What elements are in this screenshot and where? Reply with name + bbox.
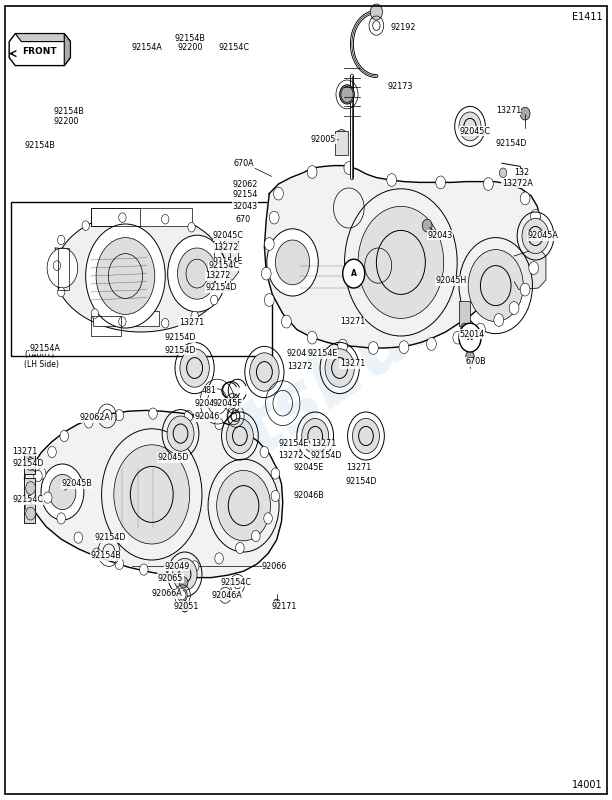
Text: 92154: 92154 [233,190,258,199]
Circle shape [344,162,354,174]
Text: 92045C: 92045C [459,126,490,136]
Circle shape [180,349,209,387]
FancyBboxPatch shape [93,311,159,326]
Text: FRONT: FRONT [23,46,57,56]
Circle shape [215,553,223,564]
Text: 92005: 92005 [311,134,336,144]
Polygon shape [9,34,70,66]
Circle shape [269,211,279,224]
Circle shape [115,410,124,421]
Circle shape [82,221,89,230]
Circle shape [140,564,148,575]
Circle shape [307,331,317,344]
Circle shape [353,418,379,454]
Text: 92046B: 92046B [294,491,324,501]
Circle shape [476,323,485,336]
Text: 92046A: 92046A [211,590,242,600]
FancyBboxPatch shape [24,478,35,498]
Circle shape [338,339,348,352]
Circle shape [217,470,271,541]
Circle shape [226,418,253,454]
Circle shape [422,219,432,232]
Text: 92045H: 92045H [436,276,467,286]
Circle shape [114,445,190,544]
Text: (14001)
(LH Side): (14001) (LH Side) [24,350,59,369]
Text: 92200: 92200 [54,117,79,126]
Circle shape [264,294,274,306]
Circle shape [191,311,198,321]
Circle shape [274,187,283,200]
Text: 92049A: 92049A [195,398,225,408]
Text: 92154B: 92154B [91,551,121,561]
Text: 92154D: 92154D [95,533,126,542]
Circle shape [509,302,519,314]
Text: 92062A: 92062A [80,413,110,422]
Text: 13272: 13272 [213,243,238,253]
Text: 92046: 92046 [195,412,220,422]
Text: 92154D: 92154D [311,451,342,461]
Circle shape [190,561,199,572]
Text: 92045C: 92045C [213,231,244,241]
FancyBboxPatch shape [335,131,348,155]
Circle shape [307,166,317,178]
Circle shape [271,468,280,479]
Text: 92154D: 92154D [164,333,195,342]
Circle shape [340,85,354,104]
Circle shape [115,558,124,570]
Circle shape [358,206,444,318]
Circle shape [41,464,84,520]
Circle shape [275,240,310,285]
Text: 92154D: 92154D [12,459,43,469]
Text: 92154B: 92154B [24,141,55,150]
Circle shape [531,234,540,246]
Circle shape [515,171,523,181]
Circle shape [217,267,224,277]
Text: 92065: 92065 [158,574,183,583]
Circle shape [168,235,226,312]
Circle shape [494,314,504,326]
Text: 92051: 92051 [173,602,198,611]
Circle shape [531,210,540,222]
Circle shape [335,130,348,146]
Polygon shape [64,34,70,66]
Circle shape [466,351,474,362]
Text: E1411: E1411 [572,12,603,22]
Circle shape [264,238,274,250]
Text: 13272: 13272 [288,362,313,371]
Text: 13271: 13271 [346,463,371,473]
Text: 92154E: 92154E [278,439,309,449]
Circle shape [459,112,481,141]
Circle shape [74,532,83,543]
Text: 92045A: 92045A [528,231,558,241]
Circle shape [149,408,157,419]
Text: 52014: 52014 [459,330,484,339]
Circle shape [370,4,382,20]
Text: 92154C: 92154C [12,495,43,505]
Circle shape [368,342,378,354]
Polygon shape [55,248,60,280]
Circle shape [399,341,409,354]
Text: 92154D: 92154D [496,139,527,149]
Text: 92066: 92066 [262,562,287,571]
Text: 92154D: 92154D [164,346,195,355]
Text: 92154E: 92154E [213,257,244,266]
FancyBboxPatch shape [24,504,35,523]
Circle shape [453,331,463,344]
Circle shape [520,107,530,120]
Circle shape [215,418,223,430]
Polygon shape [514,248,546,290]
Text: 92049: 92049 [164,562,189,571]
Circle shape [239,430,248,442]
Circle shape [267,229,318,296]
Circle shape [102,410,112,422]
Circle shape [520,192,530,205]
FancyBboxPatch shape [91,208,192,226]
Circle shape [499,168,507,178]
Circle shape [34,470,42,482]
Text: 92192: 92192 [390,23,416,33]
Circle shape [177,589,187,602]
Circle shape [84,417,93,428]
Text: 92171: 92171 [271,602,296,611]
Circle shape [167,416,194,451]
Text: 92043: 92043 [427,230,452,240]
